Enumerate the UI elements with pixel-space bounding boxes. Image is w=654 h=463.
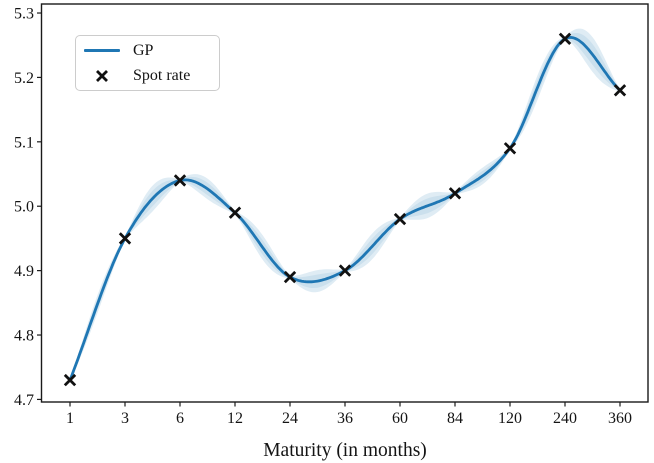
y-tick-label: 5.3: [14, 6, 34, 23]
x-tick-label: 120: [498, 410, 522, 427]
spot-rate-marker: [448, 187, 462, 200]
spot-rate-swatch: [82, 69, 122, 83]
gp-line-swatch: [82, 49, 122, 52]
x-tick-label: 1: [66, 410, 74, 427]
x-tick-label: 24: [282, 410, 298, 427]
spot-rate-marker: [283, 270, 297, 284]
legend: GP Spot rate: [75, 35, 220, 91]
legend-label-gp: GP: [133, 41, 154, 59]
x-tick-label: 360: [608, 410, 632, 427]
x-tick-label: 3: [121, 410, 129, 427]
y-tick-label: 5.2: [14, 70, 34, 87]
x-tick-label: 6: [176, 410, 184, 427]
legend-item-gp: GP: [82, 38, 213, 63]
spot-rate-marker: [228, 206, 242, 219]
x-tick-label: 240: [553, 410, 577, 427]
spot-rate-marker: [118, 232, 132, 245]
x-marker-icon: [96, 69, 108, 82]
x-tick-label: 84: [447, 410, 463, 427]
y-tick-label: 5.1: [14, 134, 34, 151]
spot-rate-marker: [338, 264, 352, 277]
spot-rate-marker: [613, 84, 627, 97]
y-tick-label: 4.9: [14, 263, 34, 280]
spot-rate-marker: [503, 142, 517, 155]
legend-label-spot-rate: Spot rate: [133, 66, 191, 84]
spot-rate-marker: [63, 373, 77, 387]
spot-rate-marker: [393, 212, 407, 226]
spot-rate-marker: [173, 174, 187, 187]
x-axis-title: Maturity (in months): [263, 440, 427, 461]
legend-item-spot-rate: Spot rate: [82, 63, 213, 88]
y-tick-label: 5.0: [14, 199, 34, 216]
x-tick-label: 60: [392, 410, 408, 427]
y-tick-label: 4.7: [14, 392, 34, 409]
x-tick-label: 12: [227, 410, 243, 427]
spot-rate-marker: [558, 32, 572, 45]
x-tick-label: 36: [337, 410, 353, 427]
gp-line-sample: [84, 49, 120, 52]
y-tick-label: 4.8: [14, 328, 34, 345]
